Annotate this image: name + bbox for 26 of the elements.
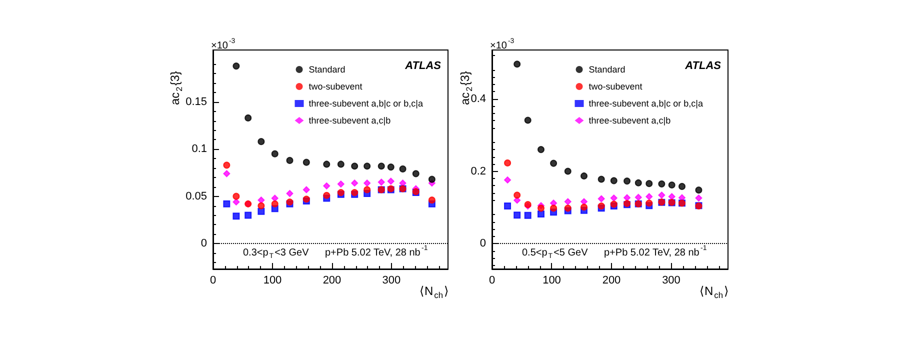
legend-label: Standard xyxy=(308,64,346,74)
x-tick-label: 300 xyxy=(662,274,680,286)
x-tick-label: 200 xyxy=(602,274,621,286)
legend-label: three-subevent a,b|c or b,c|a xyxy=(588,98,704,108)
legend-label: two-subevent xyxy=(588,82,643,92)
x-tick-label: 300 xyxy=(382,274,401,286)
x-tick-label: 200 xyxy=(322,274,342,286)
y-tick-label: 0.1 xyxy=(192,143,207,156)
y-tick-label: 0.05 xyxy=(186,190,207,202)
annotation: ATLAS xyxy=(404,60,442,72)
legend-label: three-subevent a,b|c or b,c|a xyxy=(308,98,424,108)
y-tick-label: 0 xyxy=(480,238,486,250)
x-tick-label: 0 xyxy=(210,274,216,286)
y-tick-label: 0.15 xyxy=(186,96,207,108)
legend-label: three-subevent a,c|b xyxy=(308,116,391,126)
legend-label: two-subevent xyxy=(308,82,363,92)
y-axis-title: ac2{3} xyxy=(168,70,184,105)
x-tick-label: 100 xyxy=(542,274,561,286)
annotation: ATLAS xyxy=(684,60,722,72)
x-tick-label: 100 xyxy=(263,274,282,286)
y-tick-label: 0 xyxy=(200,238,207,250)
y-tick-label: 0.4 xyxy=(470,92,486,105)
legend-label: Standard xyxy=(588,64,626,74)
y-tick-label: 0.2 xyxy=(470,165,486,178)
x-tick-label: 0 xyxy=(488,274,496,286)
legend-label: three-subevent a,c|b xyxy=(588,116,671,126)
